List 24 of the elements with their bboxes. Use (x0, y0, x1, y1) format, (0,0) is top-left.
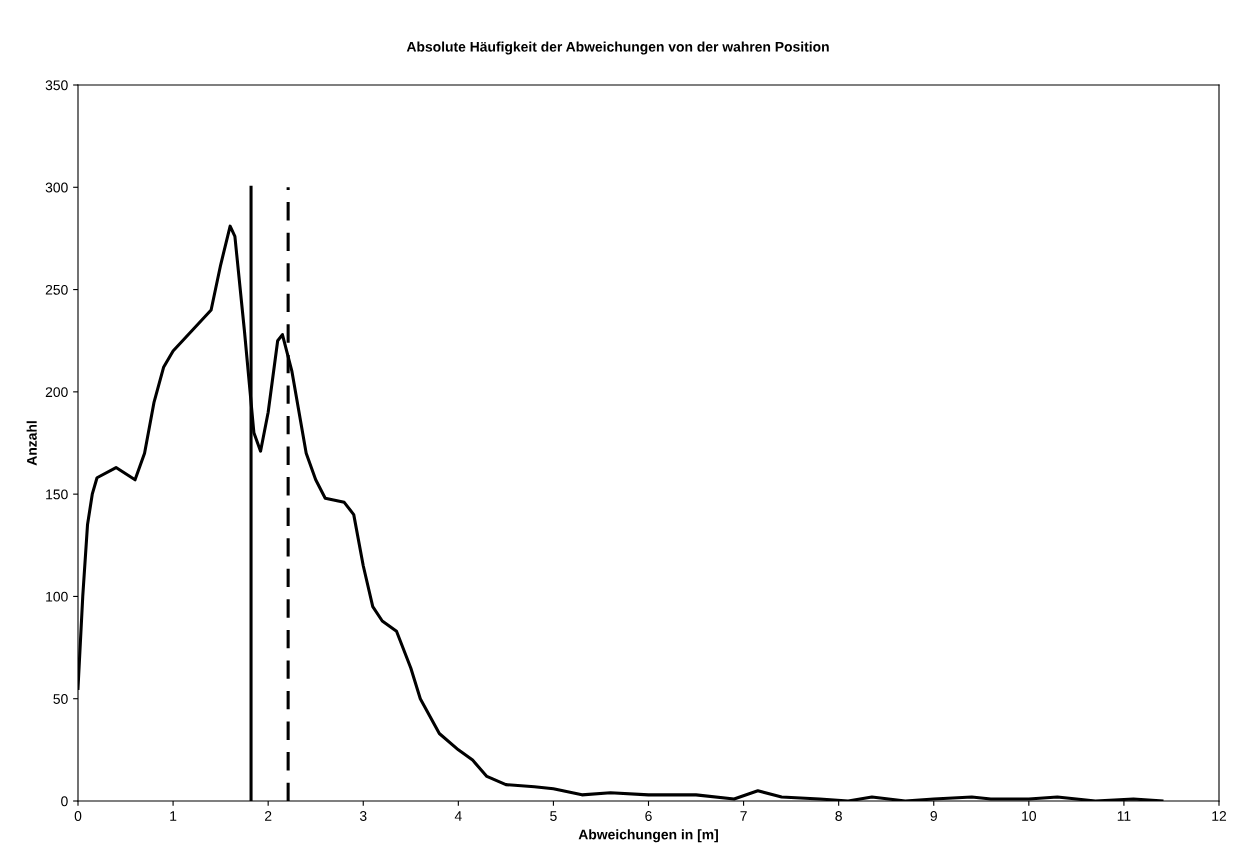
x-tick-label: 11 (1117, 811, 1131, 821)
y-tick-label: 150 (46, 489, 68, 500)
x-tick-label: 8 (835, 811, 842, 821)
x-tick-label: 4 (454, 811, 462, 821)
x-tick-label: 3 (359, 811, 367, 821)
y-tick-label: 200 (45, 387, 68, 398)
y-tick-label: 0 (61, 796, 68, 807)
chart-title: Absolute Häufigkeit der Abweichungen von der wahren Position (406, 41, 829, 55)
x-tick-label: 0 (74, 811, 82, 821)
y-tick-label: 250 (45, 284, 68, 295)
x-tick-label: 5 (550, 811, 557, 821)
y-tick-label: 300 (45, 182, 68, 193)
x-tick-label: 6 (645, 811, 652, 821)
x-tick-label: 9 (930, 811, 937, 821)
y-tick-label: 350 (45, 80, 68, 91)
x-tick-label: 10 (1022, 811, 1037, 821)
y-tick-label: 50 (53, 694, 68, 704)
x-tick-label: 12 (1212, 811, 1227, 821)
y-tick-label: 100 (46, 591, 68, 602)
x-tick-label: 1 (170, 811, 177, 821)
x-axis-title: Abweichungen in [m] (578, 829, 718, 843)
y-axis-title: Anzahl (26, 421, 37, 466)
x-tick-label: 7 (740, 811, 747, 821)
x-tick-label: 2 (265, 811, 272, 821)
